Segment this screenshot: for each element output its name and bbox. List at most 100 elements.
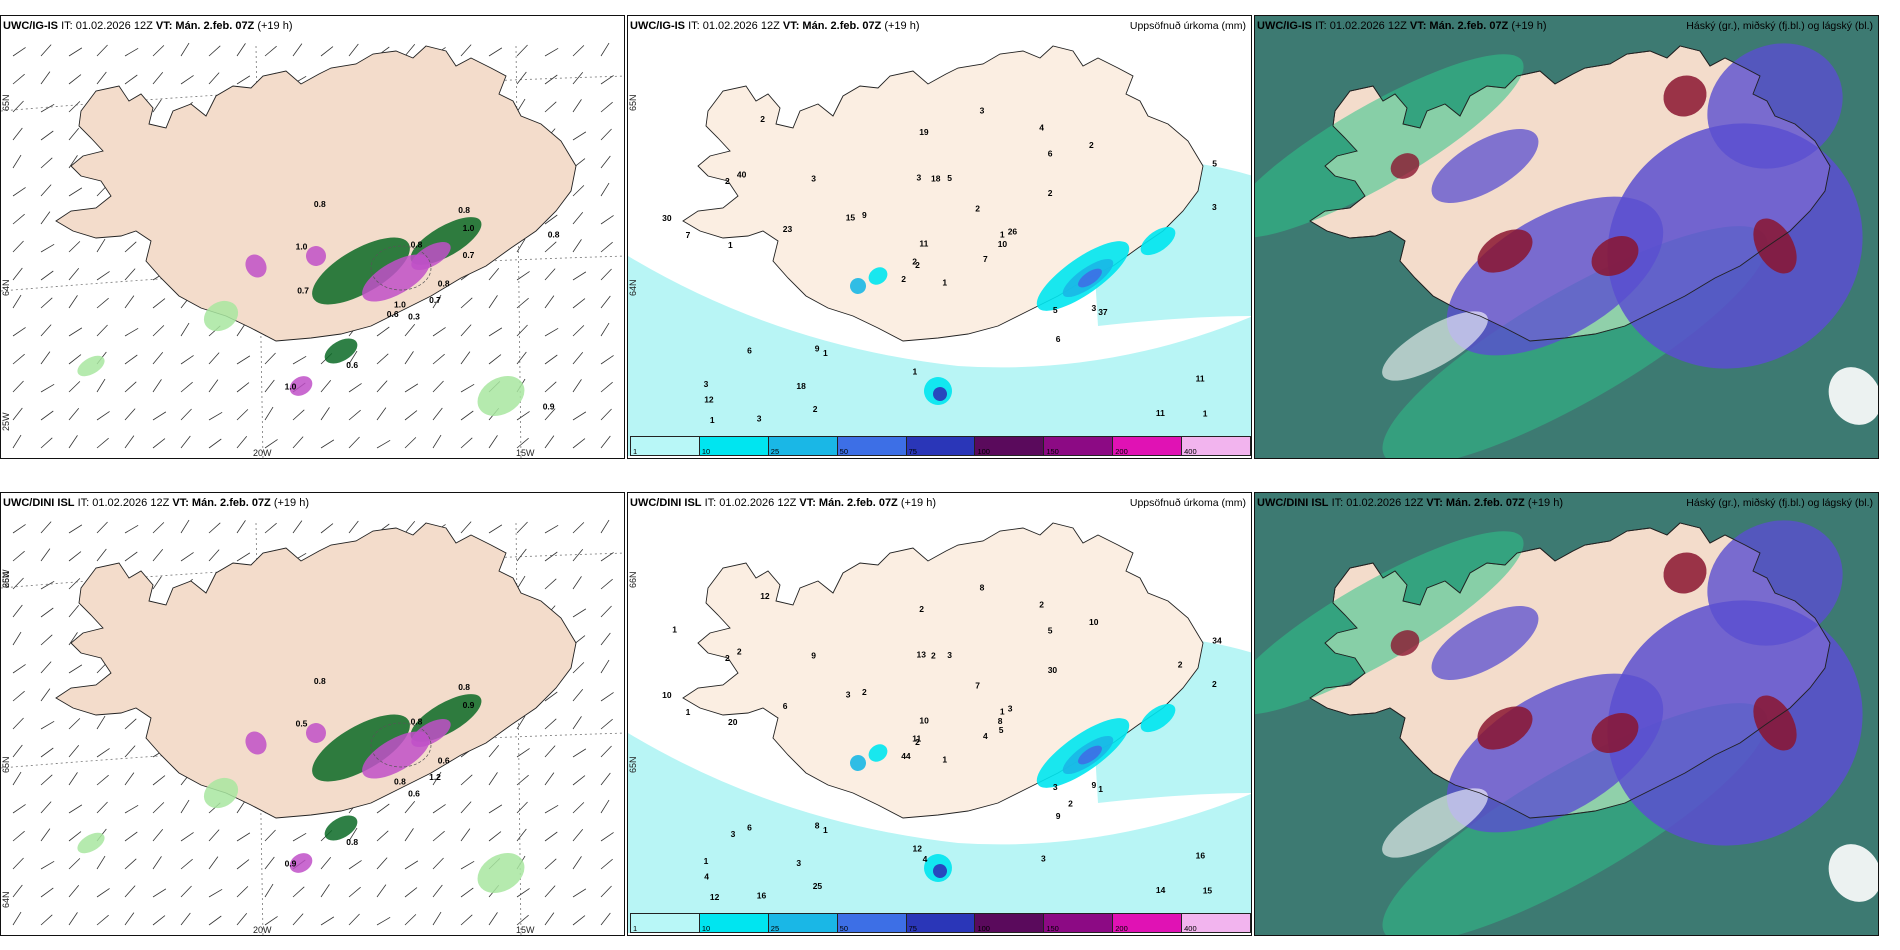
colorbar-segment: 100: [975, 437, 1045, 456]
value-label: 7: [975, 681, 980, 691]
value-label: 1.2: [429, 772, 441, 782]
wind-barb: [572, 802, 585, 814]
value-label: 26: [1008, 227, 1018, 237]
wind-barb: [96, 324, 108, 337]
wind-barb: [68, 885, 80, 898]
wind-barb: [516, 271, 530, 281]
wind-barb: [12, 664, 26, 674]
colorbar-segment: 200: [1113, 914, 1183, 933]
wind-barb: [600, 268, 612, 281]
precip-area: [77, 355, 105, 377]
wind-barb: [152, 888, 167, 898]
wind-barb: [488, 745, 500, 758]
wind-barb: [432, 830, 445, 842]
wind-barb: [96, 888, 110, 898]
longitude-label: 20W: [253, 448, 272, 458]
colorbar-segment: 10: [699, 914, 769, 933]
wind-barb: [40, 521, 52, 534]
value-label: 3: [811, 174, 816, 184]
wind-barb: [40, 720, 55, 730]
value-labels: 0.60.50.80.90.60.80.80.80.91.20.8: [285, 676, 475, 868]
latitude-label: 25W: [1, 412, 11, 431]
value-label: 5: [1048, 626, 1053, 636]
wind-barb: [404, 521, 416, 534]
value-label: 30: [662, 213, 672, 223]
wind-barb: [544, 268, 556, 281]
wind-barb: [348, 520, 359, 534]
value-label: 2: [1178, 660, 1183, 670]
wind-barb: [572, 775, 586, 786]
value-label: 0.6: [438, 755, 450, 765]
colorbar-label: 150: [1046, 924, 1059, 933]
colorbar-segment: 50: [837, 437, 907, 456]
wind-barb: [152, 352, 164, 365]
wind-barb: [264, 439, 278, 449]
value-label: 7: [983, 254, 988, 264]
value-label: 0.8: [346, 837, 358, 847]
value-label: 2: [737, 647, 742, 657]
wind-barb: [600, 128, 612, 141]
value-label: 2: [915, 260, 920, 270]
wind-barb: [292, 436, 304, 449]
wind-barb: [572, 662, 585, 674]
longitude-label: 15W: [516, 925, 535, 935]
value-label: 11: [1196, 373, 1205, 383]
value-label: 2: [725, 176, 730, 186]
wind-barb: [460, 860, 475, 870]
wind-barb: [12, 353, 25, 365]
wind-barb: [152, 856, 162, 870]
wind-barb: [264, 406, 274, 421]
wind-barb: [544, 101, 557, 113]
wind-barb: [96, 297, 109, 309]
product-title: Háský (gr.), miðský (fj.bl.) og lágský (…: [1686, 497, 1873, 509]
wind-barb: [152, 45, 165, 57]
wind-barb: [68, 101, 81, 113]
wind-barb: [432, 434, 442, 449]
wind-barb: [320, 523, 334, 534]
cloud-area: [1477, 706, 1533, 750]
value-label: 9: [815, 343, 820, 353]
value-label: 0.8: [411, 717, 423, 727]
wind-barb: [544, 327, 559, 337]
value-label: 18: [931, 174, 941, 184]
wind-barb: [348, 436, 360, 449]
wind-barb: [236, 832, 251, 842]
value-label: 3: [1092, 303, 1097, 313]
value-label: 2: [1212, 679, 1217, 689]
wind-barb: [572, 608, 587, 618]
wind-barb: [460, 828, 471, 842]
wind-barb: [152, 576, 162, 590]
latitude-label: 66N: [1, 571, 11, 588]
wind-barb: [12, 604, 23, 618]
wind-barb: [152, 411, 167, 421]
value-label: 2: [813, 404, 818, 414]
wind-barb: [544, 691, 558, 702]
wind-barb: [68, 381, 81, 393]
wind-barb: [68, 718, 81, 730]
wind-barb: [180, 355, 194, 365]
wind-barb: [152, 438, 166, 449]
wind-barb: [180, 75, 194, 85]
wind-barb: [320, 407, 330, 421]
value-label: 1: [710, 415, 715, 425]
value-label: 2: [1068, 798, 1073, 808]
wind-barb: [208, 549, 220, 562]
wind-barb: [544, 408, 556, 421]
wind-barb: [432, 294, 442, 309]
wind-barb: [320, 857, 332, 870]
colorbar-segment: 100: [975, 914, 1045, 933]
wind-barb: [572, 915, 586, 926]
value-label: 0.9: [463, 700, 475, 710]
wind-barb: [124, 381, 137, 393]
wind-barb: [404, 324, 416, 337]
value-label: 0.8: [314, 676, 326, 686]
value-label: 3: [1041, 853, 1046, 863]
wind-barb: [12, 434, 22, 449]
wind-barb: [572, 212, 584, 225]
wind-barb: [404, 383, 419, 393]
value-label: 12: [704, 394, 714, 404]
wind-barb: [208, 856, 219, 870]
precip-area: [203, 777, 239, 809]
cloud-area: [1446, 196, 1664, 356]
wind-barb: [292, 43, 303, 57]
